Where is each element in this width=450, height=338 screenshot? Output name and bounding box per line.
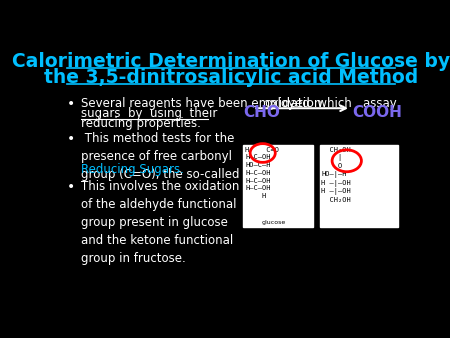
Text: CH₂OH
    |
    O
HO–|–H
H –|–OH
H –|–OH
  CH₂OH: CH₂OH | O HO–|–H H –|–OH H –|–OH CH₂OH xyxy=(321,147,351,203)
Text: sugars  by  using  their: sugars by using their xyxy=(81,107,217,120)
FancyBboxPatch shape xyxy=(243,145,313,227)
Text: CHO: CHO xyxy=(243,105,280,120)
Text: the 3,5-dinitrosalicylic acid Method: the 3,5-dinitrosalicylic acid Method xyxy=(44,68,418,87)
Text: reducing properties.: reducing properties. xyxy=(81,117,201,130)
Text: This involves the oxidation
of the aldehyde functional
group present in glucose
: This involves the oxidation of the aldeh… xyxy=(81,180,239,265)
Text: •: • xyxy=(67,132,75,146)
FancyBboxPatch shape xyxy=(320,145,398,227)
Text: oxidation: oxidation xyxy=(265,97,322,110)
Text: glucose: glucose xyxy=(262,220,286,225)
Text: •: • xyxy=(67,97,75,111)
Text: •: • xyxy=(67,180,75,194)
Text: Calorimetric Determination of Glucose by: Calorimetric Determination of Glucose by xyxy=(12,52,450,71)
Text: Several reagents have been employed  which   assay: Several reagents have been employed whic… xyxy=(81,97,396,110)
Text: H    C=O
H–C–OH
HO–C–H
H–C–OH
H–C–OH
H–C–OH
    H: H C=O H–C–OH HO–C–H H–C–OH H–C–OH H–C–OH… xyxy=(245,147,279,199)
Text: Reducing Sugars.: Reducing Sugars. xyxy=(81,163,184,176)
Text: COOH: COOH xyxy=(352,105,402,120)
Text: This method tests for the
presence of free carbonyl
group (C=O), the so-called: This method tests for the presence of fr… xyxy=(81,132,239,180)
